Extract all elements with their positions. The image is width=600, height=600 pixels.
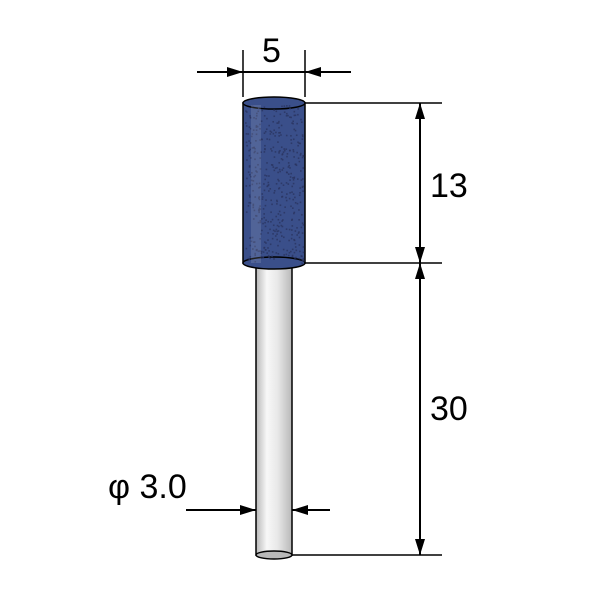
technical-drawing: 5 13 30 φ 3.0 <box>0 0 600 600</box>
dim-head-height: 13 <box>305 103 468 263</box>
dim-head-height-value: 13 <box>430 167 468 205</box>
dim-shaft-height-value: 30 <box>430 390 468 428</box>
dim-shaft-diameter: φ 3.0 <box>108 468 330 510</box>
shaft <box>256 263 292 559</box>
dim-shaft-height: 30 <box>292 263 468 555</box>
dim-top-width: 5 <box>197 32 351 97</box>
grinding-head <box>243 97 305 269</box>
dim-shaft-diameter-label: φ 3.0 <box>108 468 187 506</box>
dim-top-width-value: 5 <box>262 32 281 70</box>
